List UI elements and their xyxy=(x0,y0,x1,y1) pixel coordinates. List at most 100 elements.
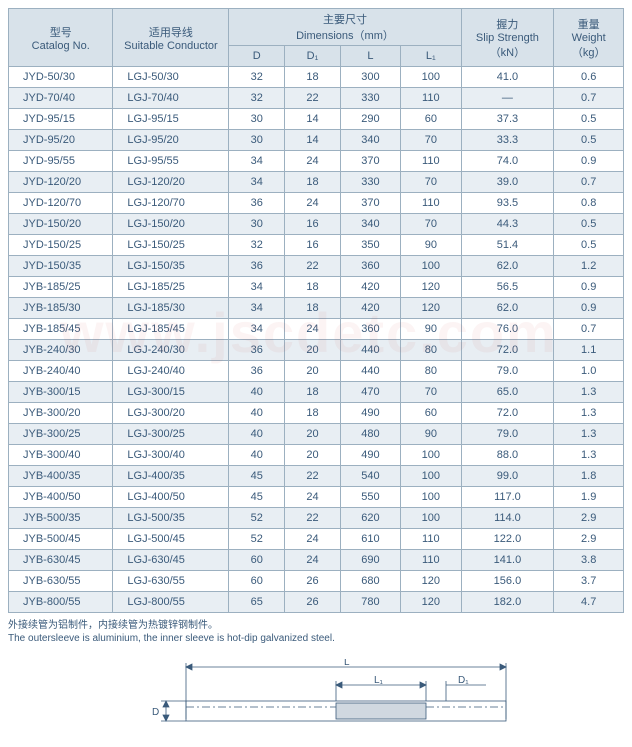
cell-D1: 22 xyxy=(285,88,341,109)
cell-D1: 22 xyxy=(285,508,341,529)
cell-catalog: JYB-185/30 xyxy=(9,298,113,319)
cell-D1: 18 xyxy=(285,403,341,424)
cell-L: 550 xyxy=(340,487,400,508)
cell-slip: 99.0 xyxy=(461,466,554,487)
cell-conductor: LGJ-300/40 xyxy=(113,445,229,466)
cell-slip: 74.0 xyxy=(461,151,554,172)
cell-L1: 60 xyxy=(401,109,461,130)
table-row: JYD-150/25LGJ-150/2532163509051.40.5 xyxy=(9,235,624,256)
cell-D: 30 xyxy=(229,214,285,235)
cell-D: 36 xyxy=(229,340,285,361)
cell-weight: 1.3 xyxy=(554,445,624,466)
cell-slip: 79.0 xyxy=(461,361,554,382)
cell-D1: 18 xyxy=(285,172,341,193)
cell-catalog: JYD-70/40 xyxy=(9,88,113,109)
cell-L: 440 xyxy=(340,340,400,361)
cell-D: 40 xyxy=(229,403,285,424)
cell-conductor: LGJ-240/30 xyxy=(113,340,229,361)
cell-L1: 90 xyxy=(401,424,461,445)
cell-L1: 100 xyxy=(401,466,461,487)
cell-D1: 18 xyxy=(285,298,341,319)
cell-slip: 33.3 xyxy=(461,130,554,151)
cell-D1: 14 xyxy=(285,130,341,151)
cell-catalog: JYB-240/30 xyxy=(9,340,113,361)
cell-catalog: JYB-300/20 xyxy=(9,403,113,424)
table-row: JYD-120/70LGJ-120/70362437011093.50.8 xyxy=(9,193,624,214)
cell-L: 290 xyxy=(340,109,400,130)
cell-L: 680 xyxy=(340,571,400,592)
table-row: JYB-500/45LGJ-500/455224610110122.02.9 xyxy=(9,529,624,550)
cell-weight: 0.7 xyxy=(554,88,624,109)
cell-slip: 51.4 xyxy=(461,235,554,256)
cell-slip: 156.0 xyxy=(461,571,554,592)
cell-slip: 93.5 xyxy=(461,193,554,214)
cell-conductor: LGJ-500/45 xyxy=(113,529,229,550)
cell-L1: 100 xyxy=(401,256,461,277)
table-row: JYD-120/20LGJ-120/2034183307039.00.7 xyxy=(9,172,624,193)
dim-D1: D₁ xyxy=(458,675,469,686)
cell-conductor: LGJ-630/55 xyxy=(113,571,229,592)
cell-D: 36 xyxy=(229,361,285,382)
cell-catalog: JYD-95/55 xyxy=(9,151,113,172)
cell-D: 52 xyxy=(229,529,285,550)
hdr-conductor: 适用导线Suitable Conductor xyxy=(113,9,229,67)
cell-slip: 56.5 xyxy=(461,277,554,298)
table-row: JYB-300/25LGJ-300/2540204809079.01.3 xyxy=(9,424,624,445)
cell-slip: 79.0 xyxy=(461,424,554,445)
cell-L: 330 xyxy=(340,172,400,193)
cell-L1: 70 xyxy=(401,214,461,235)
cell-D: 52 xyxy=(229,508,285,529)
cell-catalog: JYB-500/45 xyxy=(9,529,113,550)
cell-weight: 0.5 xyxy=(554,130,624,151)
cell-slip: 76.0 xyxy=(461,319,554,340)
cell-catalog: JYB-300/40 xyxy=(9,445,113,466)
cell-weight: 1.3 xyxy=(554,424,624,445)
cell-conductor: LGJ-300/20 xyxy=(113,403,229,424)
table-row: JYD-150/20LGJ-150/2030163407044.30.5 xyxy=(9,214,624,235)
cell-weight: 4.7 xyxy=(554,592,624,613)
cell-weight: 0.9 xyxy=(554,151,624,172)
cell-catalog: JYB-400/35 xyxy=(9,466,113,487)
cell-conductor: LGJ-300/25 xyxy=(113,424,229,445)
cell-weight: 1.3 xyxy=(554,382,624,403)
table-row: JYD-95/55LGJ-95/55342437011074.00.9 xyxy=(9,151,624,172)
table-row: JYB-240/40LGJ-240/4036204408079.01.0 xyxy=(9,361,624,382)
cell-weight: 1.1 xyxy=(554,340,624,361)
cell-slip: 44.3 xyxy=(461,214,554,235)
cell-weight: 3.8 xyxy=(554,550,624,571)
cell-D1: 24 xyxy=(285,193,341,214)
cell-conductor: LGJ-120/20 xyxy=(113,172,229,193)
cell-D1: 16 xyxy=(285,235,341,256)
cell-D: 32 xyxy=(229,67,285,88)
cell-conductor: LGJ-95/20 xyxy=(113,130,229,151)
table-row: JYB-630/55LGJ-630/556026680120156.03.7 xyxy=(9,571,624,592)
cell-L1: 90 xyxy=(401,235,461,256)
cell-D1: 24 xyxy=(285,529,341,550)
cell-L1: 100 xyxy=(401,487,461,508)
cell-L1: 100 xyxy=(401,445,461,466)
cell-slip: 65.0 xyxy=(461,382,554,403)
cell-slip: 72.0 xyxy=(461,403,554,424)
cell-D1: 24 xyxy=(285,151,341,172)
cell-catalog: JYD-150/20 xyxy=(9,214,113,235)
cell-D: 32 xyxy=(229,88,285,109)
cell-weight: 1.2 xyxy=(554,256,624,277)
cell-D1: 24 xyxy=(285,487,341,508)
cell-slip: 141.0 xyxy=(461,550,554,571)
cell-D: 45 xyxy=(229,466,285,487)
footnote: 外接续管为铝制件，内接续管为热镀锌钢制件。 The outersleeve is… xyxy=(8,619,624,645)
cell-catalog: JYD-120/20 xyxy=(9,172,113,193)
cell-conductor: LGJ-150/25 xyxy=(113,235,229,256)
cell-slip: 62.0 xyxy=(461,298,554,319)
hdr-L: L xyxy=(340,46,400,67)
cell-L1: 90 xyxy=(401,319,461,340)
cell-conductor: LGJ-95/15 xyxy=(113,109,229,130)
cell-weight: 1.0 xyxy=(554,361,624,382)
table-row: JYD-50/30LGJ-50/30321830010041.00.6 xyxy=(9,67,624,88)
cell-L1: 60 xyxy=(401,403,461,424)
cell-L1: 120 xyxy=(401,298,461,319)
cell-L1: 80 xyxy=(401,340,461,361)
cell-conductor: LGJ-800/55 xyxy=(113,592,229,613)
cell-slip: 62.0 xyxy=(461,256,554,277)
cell-catalog: JYB-300/25 xyxy=(9,424,113,445)
